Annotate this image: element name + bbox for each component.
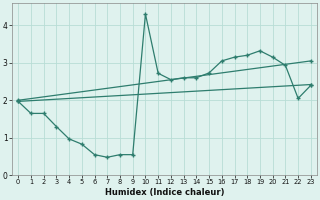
X-axis label: Humidex (Indice chaleur): Humidex (Indice chaleur) bbox=[105, 188, 224, 197]
